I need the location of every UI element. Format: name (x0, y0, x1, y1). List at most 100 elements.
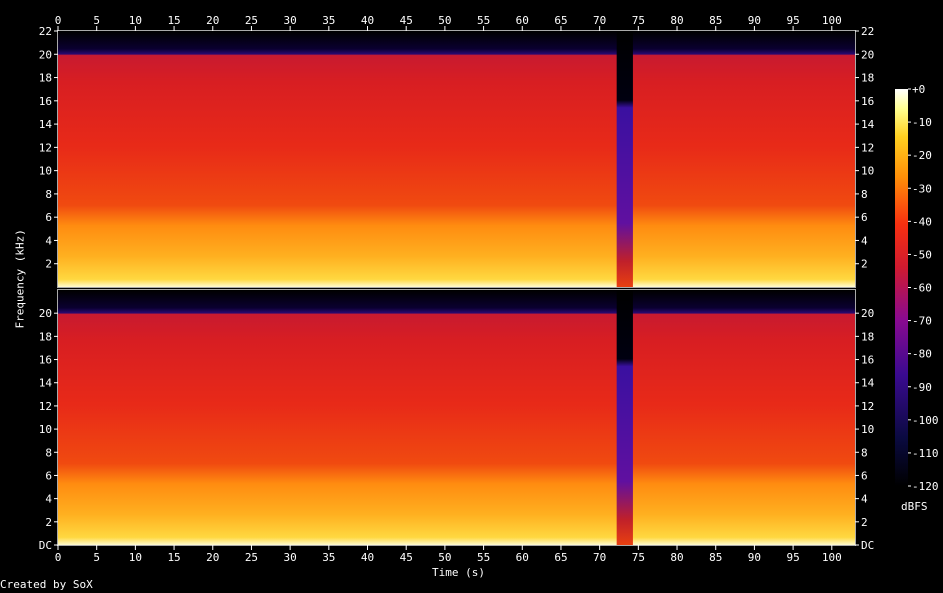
y-tick-label-right: 2 (861, 516, 868, 529)
x-tick-label-top: 40 (361, 14, 374, 27)
y-tick-label-left: 2 (45, 516, 52, 529)
x-tick-label-bottom: 80 (670, 551, 683, 564)
colorbar-tick-label: -90 (912, 381, 932, 394)
y-tick-label-left: 16 (39, 354, 52, 367)
x-tick-label-bottom: 65 (554, 551, 567, 564)
x-tick-label-top: 30 (284, 14, 297, 27)
y-tick-label-left: 6 (45, 211, 52, 224)
x-tick-label-top: 80 (670, 14, 683, 27)
y-tick-label-left: 20 (39, 307, 52, 320)
y-tick-label-right: 8 (861, 446, 868, 459)
x-tick-label-top: 0 (55, 14, 62, 27)
colorbar-tick-label: -50 (912, 248, 932, 261)
x-tick-label-top: 50 (438, 14, 451, 27)
x-tick-label-bottom: 25 (245, 551, 258, 564)
x-tick-label-top: 45 (400, 14, 413, 27)
x-tick-label-top: 95 (786, 14, 799, 27)
colorbar-tick-label: -100 (912, 414, 939, 427)
x-tick-label-bottom: 40 (361, 551, 374, 564)
x-tick-label-bottom: 60 (516, 551, 529, 564)
x-tick-label-bottom: 90 (748, 551, 761, 564)
y-tick-label-right: 6 (861, 211, 868, 224)
panel-frame-1 (57, 30, 856, 288)
x-tick-label-bottom: 10 (129, 551, 142, 564)
y-tick-label-left: DC (39, 539, 52, 552)
x-tick-label-top: 70 (593, 14, 606, 27)
x-tick-label-bottom: 15 (167, 551, 180, 564)
y-tick-label-left: 14 (39, 377, 53, 390)
y-tick-label-left: 18 (39, 72, 52, 85)
y-tick-label-right: 16 (861, 95, 874, 108)
y-tick-label-left: 22 (39, 25, 52, 38)
y-tick-label-right: 4 (861, 234, 868, 247)
x-tick-label-bottom: 85 (709, 551, 722, 564)
colorbar-tick-label: -20 (912, 149, 932, 162)
y-tick-label-right: 18 (861, 72, 874, 85)
y-tick-label-right: 14 (861, 118, 875, 131)
y-tick-label-left: 10 (39, 423, 52, 436)
x-tick-label-bottom: 0 (55, 551, 62, 564)
colorbar-tick-label: -110 (912, 447, 939, 460)
panel-frame-2 (57, 289, 856, 546)
x-tick-label-top: 100 (822, 14, 842, 27)
x-tick-label-top: 90 (748, 14, 761, 27)
y-tick-label-right: 16 (861, 354, 874, 367)
y-tick-label-left: 4 (45, 234, 52, 247)
spectrogram-channel-2 (58, 290, 855, 545)
y-tick-label-left: 20 (39, 48, 52, 61)
x-tick-label-bottom: 30 (284, 551, 297, 564)
x-tick-label-bottom: 5 (93, 551, 100, 564)
y-tick-label-left: 12 (39, 400, 52, 413)
y-tick-label-left: 6 (45, 469, 52, 482)
colorbar-tick-label: -10 (912, 116, 932, 129)
y-tick-label-left: 8 (45, 446, 52, 459)
y-tick-label-left: 12 (39, 141, 52, 154)
spectrogram-channel-1 (58, 31, 855, 287)
x-tick-label-top: 35 (322, 14, 335, 27)
x-tick-label-top: 15 (167, 14, 180, 27)
x-tick-label-bottom: 75 (632, 551, 645, 564)
y-tick-label-right: 6 (861, 469, 868, 482)
y-tick-label-left: 14 (39, 118, 53, 131)
colorbar-tick-label: -30 (912, 182, 932, 195)
y-tick-label-right: 22 (861, 25, 874, 38)
x-tick-label-top: 20 (206, 14, 219, 27)
y-tick-label-right: 18 (861, 330, 874, 343)
x-tick-label-top: 5 (93, 14, 100, 27)
colorbar-tick-label: -70 (912, 315, 932, 328)
colorbar-tick-label: -40 (912, 215, 932, 228)
y-tick-label-right: 8 (861, 188, 868, 201)
x-tick-label-bottom: 70 (593, 551, 606, 564)
x-tick-label-bottom: 50 (438, 551, 451, 564)
y-tick-label-left: 16 (39, 95, 52, 108)
x-tick-label-top: 25 (245, 14, 258, 27)
y-tick-label-right: DC (861, 539, 874, 552)
x-tick-label-top: 10 (129, 14, 142, 27)
colorbar (895, 89, 908, 486)
y-tick-label-right: 10 (861, 423, 874, 436)
x-tick-label-top: 65 (554, 14, 567, 27)
y-tick-label-left: 8 (45, 188, 52, 201)
x-tick-label-bottom: 55 (477, 551, 490, 564)
y-tick-label-left: 4 (45, 493, 52, 506)
quiet-segment-1 (616, 31, 633, 287)
y-tick-label-right: 20 (861, 48, 874, 61)
y-axis-label: Frequency (kHz) (13, 229, 27, 329)
x-tick-label-bottom: 35 (322, 551, 335, 564)
colorbar-tick-label: -60 (912, 282, 932, 295)
y-tick-label-right: 4 (861, 493, 868, 506)
x-tick-label-top: 60 (516, 14, 529, 27)
y-tick-label-right: 2 (861, 258, 868, 271)
y-tick-label-right: 12 (861, 141, 874, 154)
y-tick-label-left: 10 (39, 165, 52, 178)
x-tick-label-top: 55 (477, 14, 490, 27)
x-tick-label-bottom: 20 (206, 551, 219, 564)
colorbar-tick-label: -80 (912, 348, 932, 361)
y-tick-label-left: 18 (39, 330, 52, 343)
x-tick-label-top: 75 (632, 14, 645, 27)
quiet-segment-2 (616, 290, 633, 545)
x-tick-label-bottom: 95 (786, 551, 799, 564)
y-tick-label-right: 10 (861, 165, 874, 178)
y-tick-label-right: 12 (861, 400, 874, 413)
x-tick-label-bottom: 45 (400, 551, 413, 564)
